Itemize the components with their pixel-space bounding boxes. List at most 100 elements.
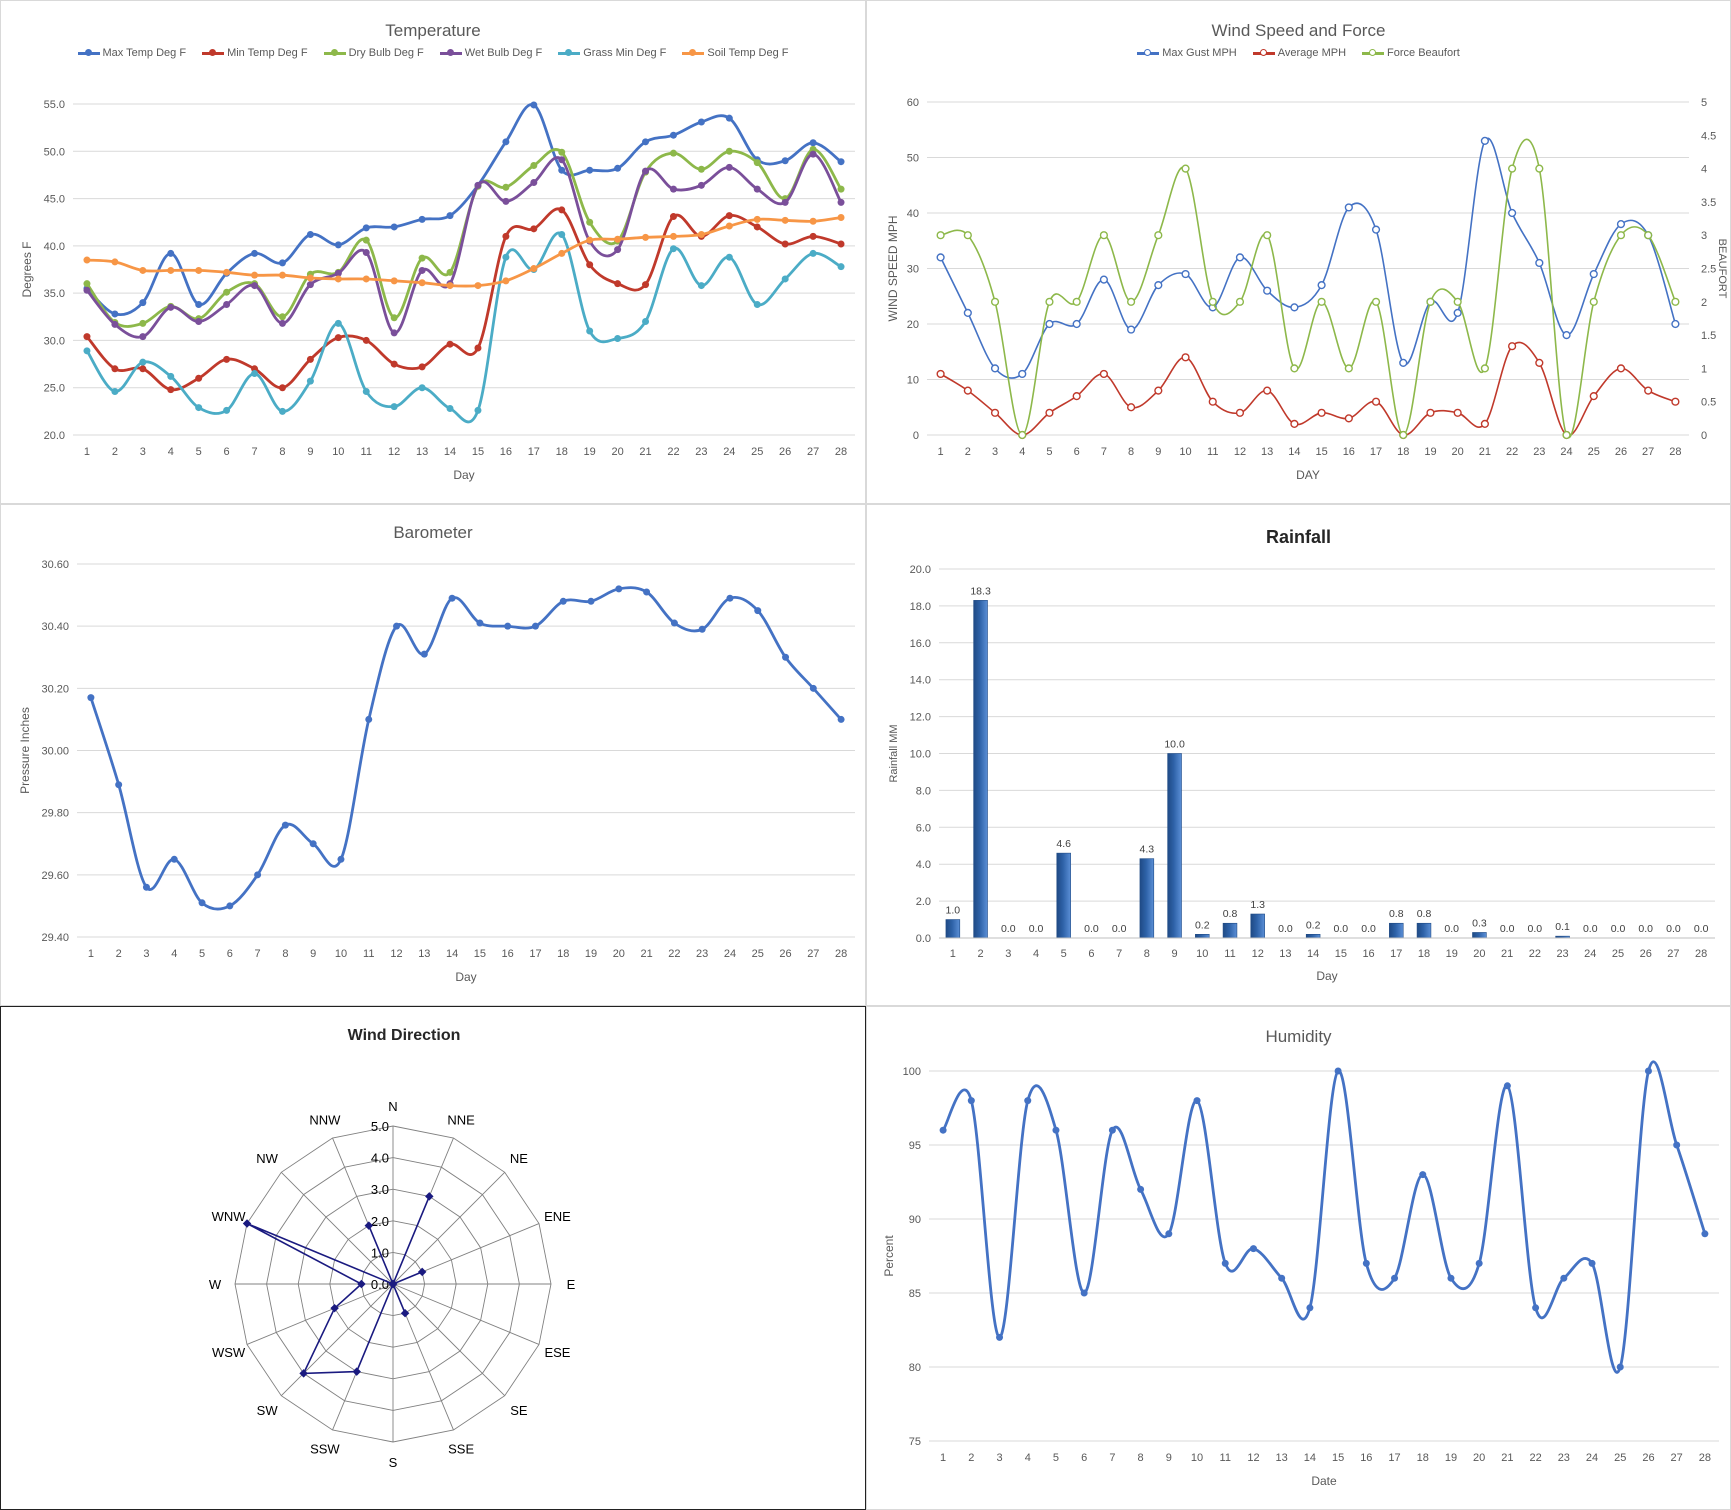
data-point — [139, 266, 147, 274]
direction-label-wsw: WSW — [212, 1345, 246, 1360]
data-point — [111, 310, 119, 318]
data-point — [1453, 408, 1462, 417]
x-tick-label: 10 — [1196, 948, 1208, 960]
data-point — [642, 167, 650, 175]
data-point — [1399, 358, 1408, 367]
series-line-0 — [86, 103, 842, 316]
data-point — [474, 344, 482, 352]
data-point — [1263, 231, 1272, 240]
x-tick-label: 1 — [84, 446, 90, 458]
data-label: 0.0 — [1278, 923, 1293, 935]
y2-tick-label: 2 — [1701, 297, 1707, 309]
data-point — [1018, 430, 1027, 440]
data-point — [195, 404, 203, 412]
x-tick-label: 14 — [446, 948, 458, 960]
legend-swatch — [202, 48, 225, 56]
data-point — [614, 246, 622, 254]
data-point — [837, 198, 845, 206]
bar-day-14 — [1305, 934, 1321, 939]
x-tick-label: 26 — [1642, 1452, 1654, 1464]
data-point — [390, 403, 398, 411]
x-tick-label: 17 — [1370, 446, 1382, 458]
radar-spoke — [246, 1283, 394, 1345]
data-label: 0.0 — [1500, 923, 1515, 935]
data-point — [334, 275, 342, 283]
data-point — [753, 223, 761, 231]
x-tick-label: 26 — [779, 948, 791, 960]
data-point — [558, 249, 566, 257]
y-tick-label: 0.0 — [916, 933, 931, 945]
x-tick-label: 9 — [1166, 1452, 1172, 1464]
series-line-4 — [85, 231, 842, 424]
x-tick-label: 11 — [1224, 948, 1235, 960]
x-tick-label: 25 — [1614, 1452, 1626, 1464]
data-point — [615, 585, 623, 593]
data-point — [446, 405, 454, 413]
bar-day-12 — [1250, 913, 1265, 939]
radar-spoke — [392, 1171, 506, 1285]
data-point — [725, 147, 733, 155]
data-point — [167, 372, 175, 380]
x-tick-label: 1 — [88, 948, 94, 960]
data-point — [111, 258, 119, 266]
radar-spoke — [280, 1171, 394, 1285]
data-point — [753, 215, 761, 223]
data-point — [1475, 1259, 1483, 1267]
x-tick-label: 20 — [611, 446, 623, 458]
legend-swatch — [323, 48, 346, 56]
data-point — [1426, 408, 1435, 417]
data-point — [418, 266, 426, 274]
x-tick-label: 15 — [472, 446, 484, 458]
data-point — [334, 319, 342, 327]
x-tick-label: 23 — [1556, 948, 1568, 960]
y-tick-label: 4.0 — [916, 859, 931, 871]
data-point — [781, 275, 789, 283]
data-point — [781, 240, 789, 248]
x-tick-label: 13 — [1279, 948, 1291, 960]
data-point — [642, 138, 650, 146]
data-point — [1235, 297, 1245, 306]
legend-label: Average MPH — [1277, 47, 1347, 59]
data-point — [1127, 297, 1136, 306]
data-point — [530, 178, 538, 186]
y-tick-label: 80 — [909, 1362, 921, 1374]
y-axis-label: Rainfall MM — [888, 724, 900, 782]
x-tick-label: 16 — [1343, 446, 1355, 458]
x-tick-label: 1 — [938, 446, 944, 458]
x-tick-label: 7 — [255, 948, 261, 960]
y2-tick-label: 1 — [1701, 363, 1707, 375]
x-tick-label: 3 — [1005, 948, 1011, 960]
radar-spoke — [392, 1283, 506, 1397]
y-tick-label: 29.80 — [41, 808, 69, 820]
humidity-panel: Humidity 75 80 85 90 95 100 1 2 3 4 5 6 7 8 9 10 11 12 13 1… — [866, 1006, 1731, 1510]
data-point — [530, 225, 538, 233]
x-tick-label: 21 — [1479, 446, 1491, 458]
data-point — [362, 236, 370, 244]
data-point — [1208, 397, 1217, 406]
x-tick-label: 11 — [1220, 1452, 1231, 1464]
data-point — [996, 1333, 1004, 1341]
bar-day-20 — [1472, 932, 1487, 939]
legend-swatch — [1362, 49, 1385, 57]
x-tick-label: 21 — [1501, 948, 1513, 960]
data-point — [83, 286, 91, 294]
data-point — [1080, 1289, 1088, 1297]
y2-axis-label: BEAUFORT — [1716, 239, 1728, 299]
x-axis-label: Date — [1311, 1474, 1337, 1488]
legend-swatch — [558, 48, 581, 56]
legend-label: Grass Min Deg F — [583, 47, 667, 59]
data-label: 0.0 — [1694, 923, 1709, 935]
x-tick-label: 15 — [1335, 948, 1347, 960]
data-label: 0.0 — [1528, 923, 1543, 935]
data-point — [334, 241, 342, 249]
x-tick-label: 20 — [1473, 1452, 1485, 1464]
x-tick-label: 25 — [752, 948, 764, 960]
data-label: 0.2 — [1306, 919, 1321, 931]
data-point — [170, 855, 178, 863]
data-point — [306, 355, 314, 363]
y2-tick-label: 2.5 — [1701, 264, 1716, 276]
data-point — [1371, 297, 1381, 306]
data-point — [83, 347, 91, 355]
data-point — [614, 280, 622, 288]
